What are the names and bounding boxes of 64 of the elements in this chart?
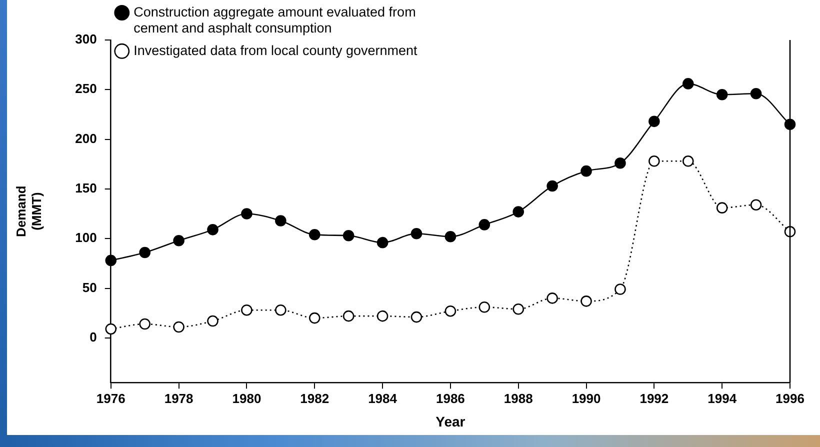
point bbox=[342, 310, 354, 322]
point bbox=[716, 202, 728, 214]
point bbox=[512, 303, 524, 315]
point bbox=[105, 254, 117, 266]
x-tick-label: 1988 bbox=[504, 390, 533, 406]
x-tick-label: 1986 bbox=[436, 390, 465, 406]
x-tick-label: 1982 bbox=[300, 390, 330, 406]
point bbox=[784, 226, 796, 238]
point bbox=[750, 199, 762, 210]
y-tick-label: 300 bbox=[75, 32, 97, 47]
x-axis-title: Year bbox=[436, 413, 466, 430]
y-tick-label: 0 bbox=[90, 329, 97, 344]
point bbox=[308, 312, 320, 324]
point bbox=[614, 157, 626, 169]
x-tick-label: 1976 bbox=[96, 390, 126, 406]
y-axis-title: Demand (MMT) bbox=[13, 186, 44, 237]
x-tick-label: 1984 bbox=[368, 390, 398, 406]
point bbox=[682, 156, 694, 167]
legend-label: Investigated data from local county government bbox=[134, 42, 418, 58]
x-tick-label: 1992 bbox=[640, 390, 669, 406]
x-tick-label: 1990 bbox=[572, 390, 601, 406]
y-tick-label: 200 bbox=[75, 130, 97, 146]
point bbox=[173, 234, 184, 246]
point bbox=[512, 206, 524, 218]
point bbox=[580, 296, 592, 307]
x-tick-label: 1996 bbox=[776, 390, 804, 406]
point bbox=[342, 230, 354, 242]
point bbox=[207, 224, 218, 236]
point bbox=[275, 215, 286, 226]
point bbox=[376, 236, 388, 248]
point bbox=[207, 315, 218, 327]
point bbox=[139, 318, 150, 330]
point bbox=[410, 311, 422, 323]
point bbox=[275, 304, 286, 316]
y-tick-label: 100 bbox=[75, 230, 97, 246]
x-tick-label: 1978 bbox=[164, 390, 194, 406]
point bbox=[648, 116, 660, 128]
point bbox=[750, 88, 762, 100]
point bbox=[105, 323, 117, 335]
point bbox=[478, 301, 490, 313]
y-tick-label: 250 bbox=[75, 81, 97, 96]
point bbox=[716, 88, 728, 100]
point bbox=[784, 118, 796, 130]
point bbox=[139, 246, 150, 258]
point bbox=[241, 208, 252, 220]
point bbox=[410, 228, 422, 240]
x-tick-label: 1980 bbox=[232, 390, 262, 406]
y-tick-label: 50 bbox=[82, 280, 97, 295]
point bbox=[376, 310, 388, 322]
point bbox=[173, 321, 184, 333]
y-tick-label: 150 bbox=[75, 180, 97, 196]
legend-label: Construction aggregate amount evaluated from cement and asphalt consumption bbox=[134, 4, 416, 36]
point bbox=[478, 219, 490, 230]
point bbox=[308, 228, 320, 240]
point bbox=[682, 78, 694, 90]
point bbox=[648, 156, 660, 167]
point bbox=[546, 292, 558, 304]
point bbox=[444, 305, 456, 317]
x-tick-label: 1994 bbox=[708, 390, 738, 406]
point bbox=[614, 284, 626, 295]
point bbox=[546, 180, 558, 192]
point bbox=[580, 165, 592, 177]
point bbox=[241, 304, 252, 316]
point bbox=[444, 230, 456, 242]
